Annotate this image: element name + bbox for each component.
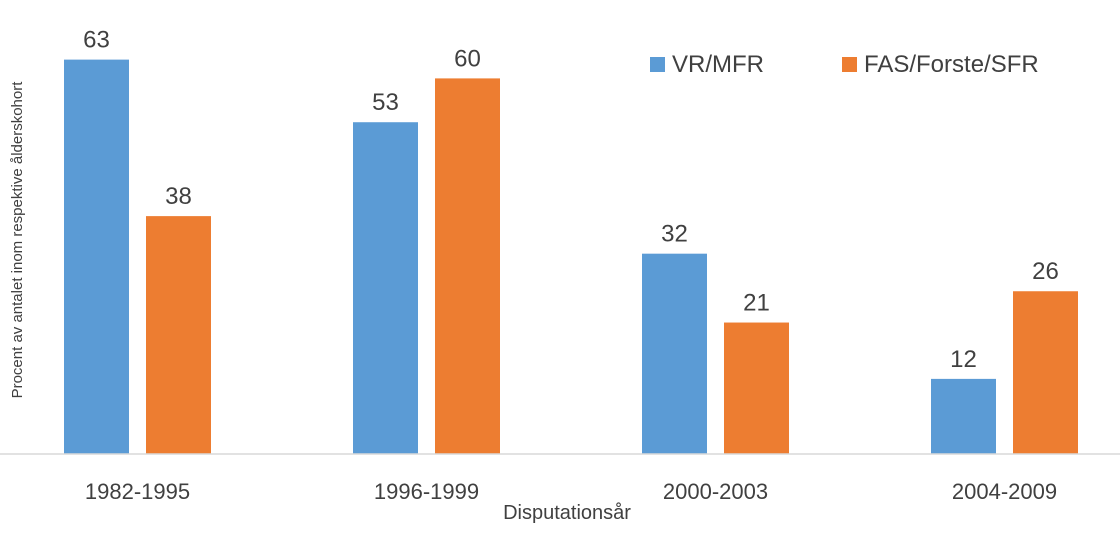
x-axis-label: Disputationsår xyxy=(503,502,631,524)
legend-swatch-fas-forste-sfr xyxy=(842,57,857,72)
legend-swatch-vr-mfr xyxy=(650,57,665,72)
legend-label-vr-mfr: VR/MFR xyxy=(672,51,764,78)
y-axis-label: Procent av antalet inom respektive ålder… xyxy=(9,81,26,399)
bar-vr-mfr-1982-1995 xyxy=(64,59,129,455)
data-label: 53 xyxy=(372,89,399,116)
x-tick-label: 2000-2003 xyxy=(663,479,768,504)
x-tick-labels: 1982-1995 1996-1999 2000-2003 2004-2009 xyxy=(85,479,1057,504)
bar-vr-mfr-2000-2003 xyxy=(642,253,707,454)
data-label: 26 xyxy=(1032,258,1059,285)
data-labels-layer: 63 38 53 60 32 21 12 26 xyxy=(83,27,1059,373)
bars-layer xyxy=(64,59,1078,455)
data-label: 21 xyxy=(743,290,770,317)
bar-fas-forste-sfr-1996-1999 xyxy=(435,78,500,455)
x-tick-label: 1982-1995 xyxy=(85,479,190,504)
legend: VR/MFR FAS/Forste/SFR xyxy=(650,51,1039,78)
data-label: 60 xyxy=(454,45,481,72)
bar-fas-forste-sfr-1982-1995 xyxy=(146,216,211,454)
bar-vr-mfr-2004-2009 xyxy=(931,378,996,454)
data-label: 12 xyxy=(950,346,977,373)
bar-fas-forste-sfr-2000-2003 xyxy=(724,322,789,454)
x-tick-label: 2004-2009 xyxy=(952,479,1057,504)
x-tick-label: 1996-1999 xyxy=(374,479,479,504)
bar-fas-forste-sfr-2004-2009 xyxy=(1013,291,1078,454)
legend-label-fas-forste-sfr: FAS/Forste/SFR xyxy=(864,51,1039,78)
bar-vr-mfr-1996-1999 xyxy=(353,122,418,454)
data-label: 32 xyxy=(661,221,688,248)
data-label: 38 xyxy=(165,183,192,210)
data-label: 63 xyxy=(83,27,110,54)
